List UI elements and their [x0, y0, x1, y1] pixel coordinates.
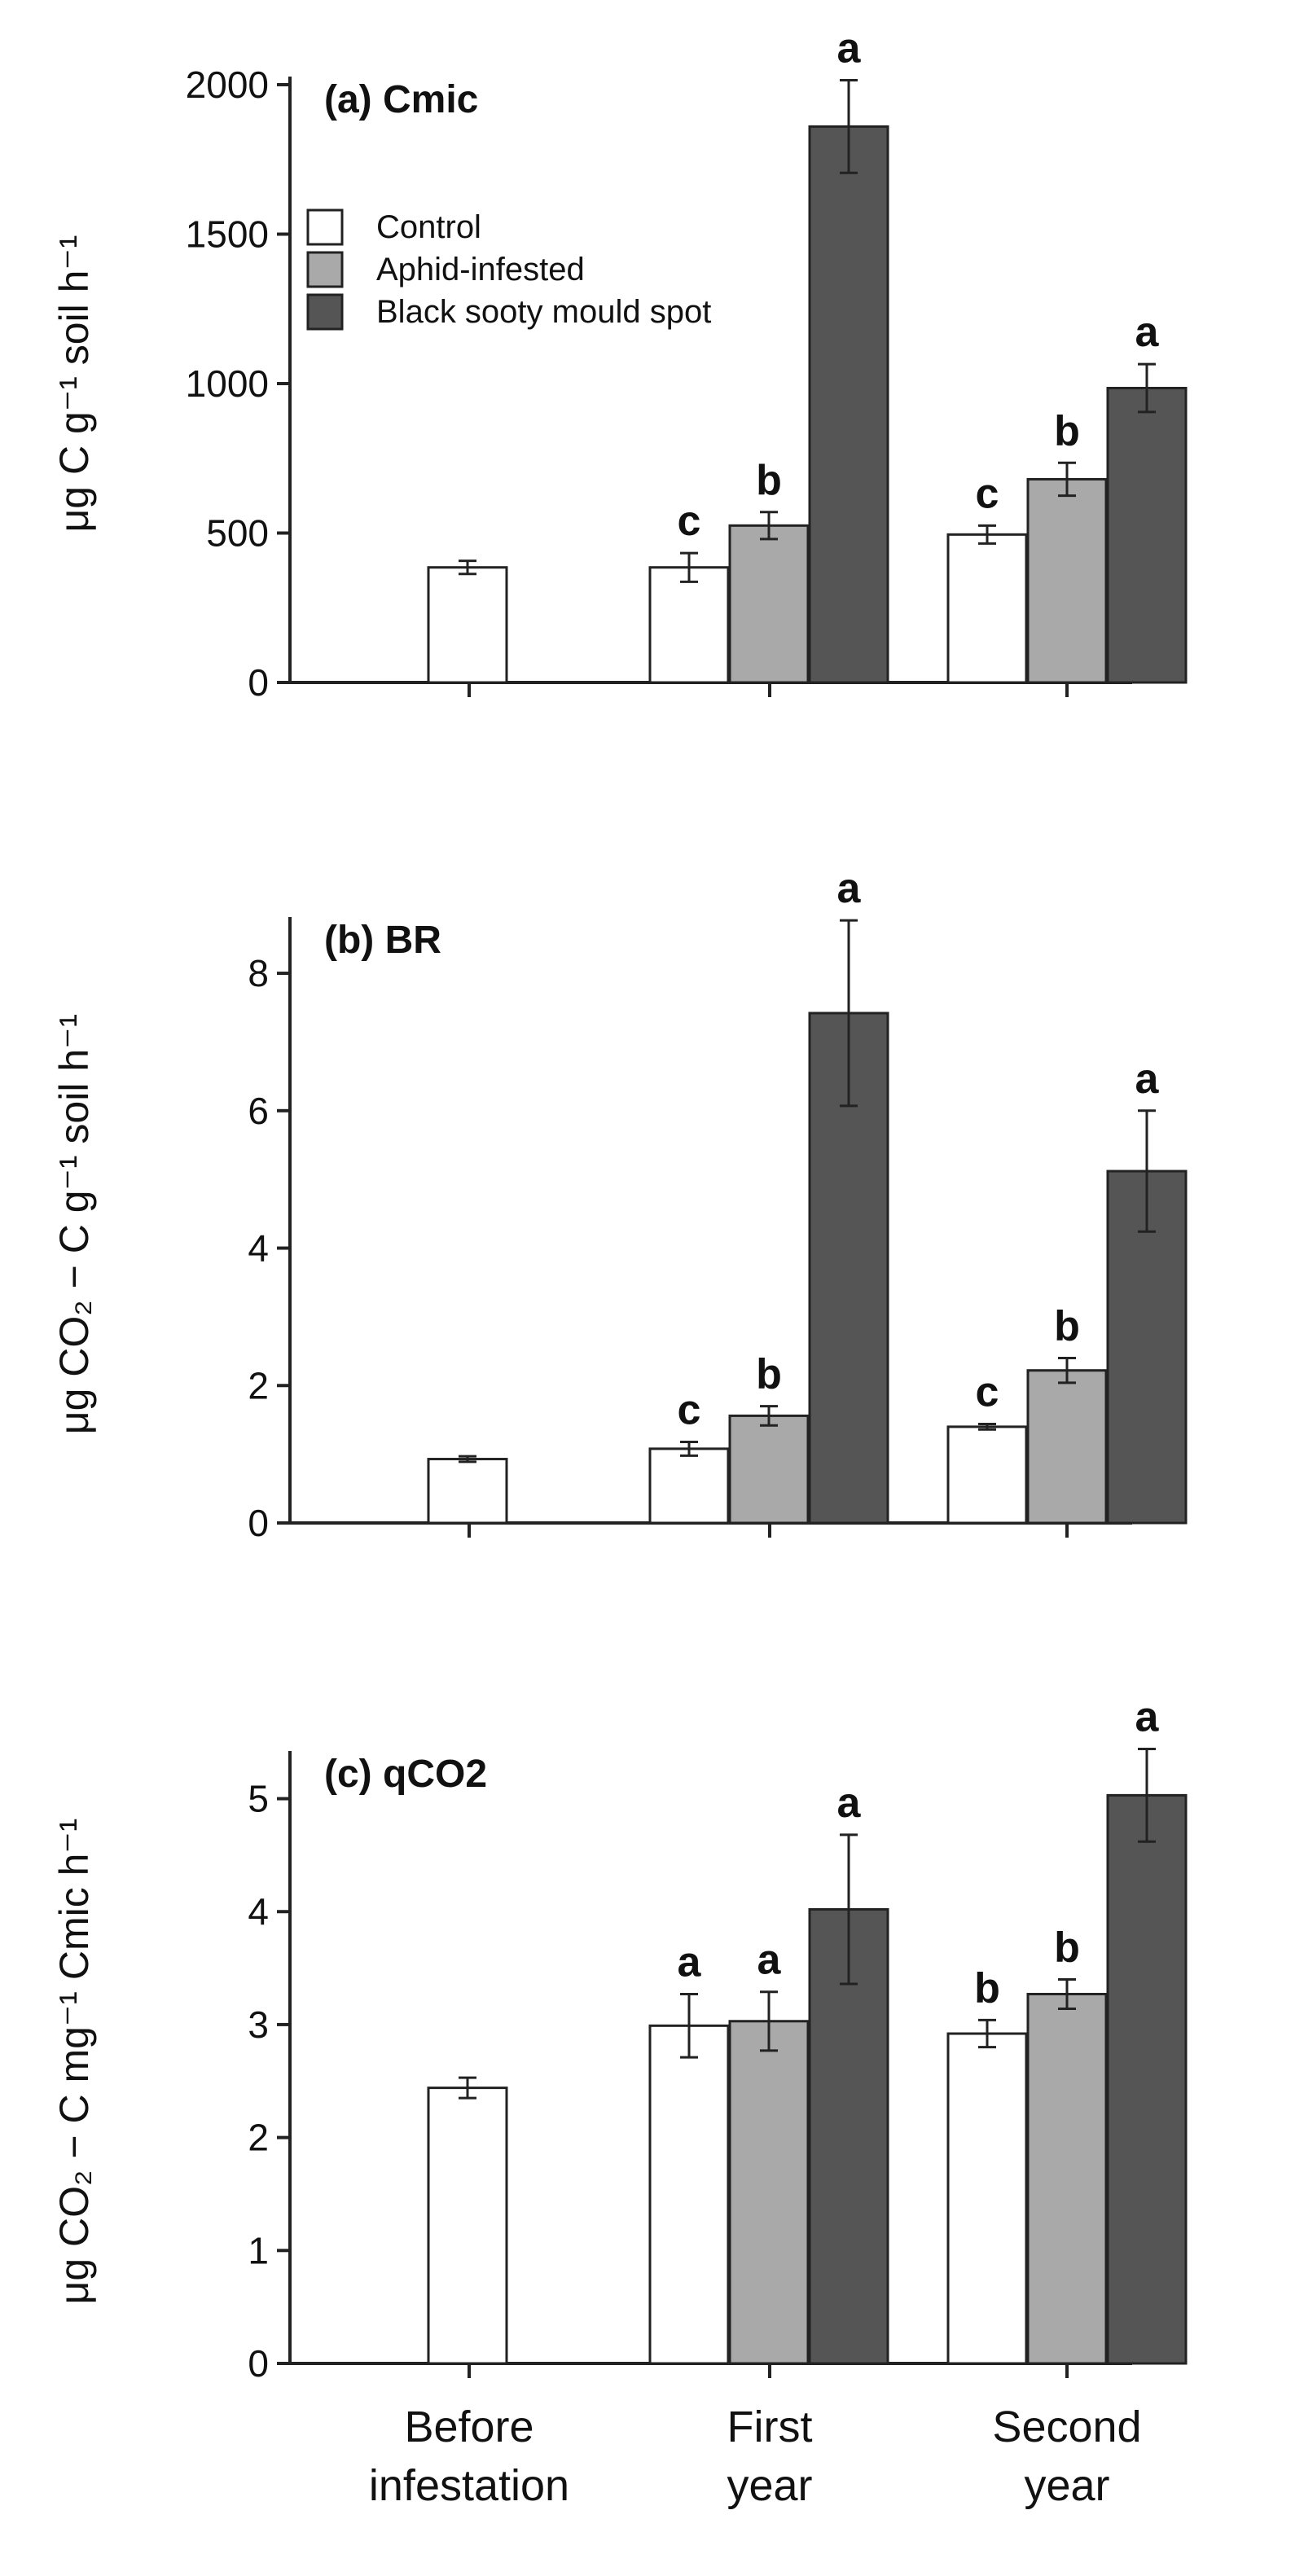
- y-tick-label: 0: [248, 661, 269, 704]
- bar: [728, 1414, 810, 1525]
- y-tick-label: 1: [248, 2229, 269, 2271]
- bar: [1106, 387, 1188, 684]
- y-tick-label: 5: [248, 1778, 269, 1820]
- bar: [728, 2020, 810, 2365]
- bar: [648, 566, 730, 684]
- significance-letter: a: [837, 865, 862, 912]
- significance-letter: a: [678, 1938, 702, 1986]
- significance-letter: a: [1135, 309, 1160, 356]
- y-tick-label: 500: [206, 512, 269, 555]
- significance-letter: a: [1135, 1055, 1160, 1103]
- significance-letter: c: [976, 1369, 999, 1416]
- panel-3: 0 1 2 3 4 5 a a a b b a (c) qCO2 μg CO₂ − C mg⁻¹ Cmic…: [51, 1694, 1188, 2385]
- y-tick-label: 4: [248, 1890, 269, 1933]
- bar: [946, 533, 1028, 684]
- bar: [427, 566, 508, 684]
- significance-letter: c: [976, 470, 999, 517]
- bar: [728, 524, 810, 684]
- x-category-label: Before: [404, 2403, 533, 2451]
- significance-letter: b: [1054, 1924, 1080, 1971]
- bar: [946, 1425, 1028, 1525]
- significance-letter: b: [974, 1964, 1000, 2012]
- legend-label: Control: [376, 209, 481, 245]
- y-tick-label: 1000: [186, 362, 269, 405]
- legend: Control Aphid-infested Black sooty mould s…: [306, 208, 711, 331]
- significance-letter: a: [837, 1780, 862, 1827]
- significance-letter: b: [756, 457, 782, 504]
- bar: [1026, 1992, 1108, 2365]
- y-tick-label: 0: [248, 2342, 269, 2385]
- x-category-label: infestation: [369, 2461, 569, 2510]
- x-category-label: First: [727, 2403, 813, 2451]
- panel-title: (c) qCO2: [324, 1753, 487, 1796]
- legend-swatch: [306, 208, 344, 246]
- panel-2: 0 2 4 6 8 c b a c b a (b) BR μg CO₂ − C g⁻¹ soil h⁻¹: [51, 865, 1188, 1544]
- x-category-label: year: [727, 2461, 812, 2510]
- y-tick-label: 3: [248, 2003, 269, 2046]
- bar: [1026, 477, 1108, 684]
- bar: [648, 1447, 730, 1525]
- bar: [427, 2087, 508, 2365]
- significance-letter: c: [678, 1386, 701, 1433]
- bar: [648, 2024, 730, 2365]
- significance-letter: b: [756, 1351, 782, 1398]
- bar: [946, 2032, 1028, 2365]
- significance-letter: b: [1054, 407, 1080, 454]
- y-tick-label: 2000: [186, 64, 269, 106]
- legend-label: Aphid-infested: [376, 252, 585, 287]
- y-tick-label: 8: [248, 952, 269, 994]
- y-tick-label: 1500: [186, 213, 269, 256]
- y-axis-label: μg CO₂ − C g⁻¹ soil h⁻¹: [51, 1014, 97, 1434]
- y-axis-label: μg C g⁻¹ soil h⁻¹: [51, 235, 97, 532]
- y-tick-label: 4: [248, 1227, 269, 1270]
- y-tick-label: 6: [248, 1090, 269, 1132]
- panel-1: 0 500 1000 1500 2000 c b a c b a (a) Cmic μg C g⁻¹ s…: [51, 24, 1188, 704]
- bar: [1106, 1793, 1188, 2365]
- panel-title: (a) Cmic: [324, 78, 478, 121]
- x-category-label: Second: [992, 2403, 1141, 2451]
- bar: [1026, 1369, 1108, 1525]
- legend-label: Black sooty mould spot: [376, 294, 711, 330]
- legend-swatch: [306, 251, 344, 288]
- significance-letter: a: [1135, 1694, 1160, 1741]
- y-tick-label: 2: [248, 2117, 269, 2159]
- y-tick-label: 0: [248, 1502, 269, 1544]
- y-axis-label: μg CO₂ − C mg⁻¹ Cmic h⁻¹: [51, 1819, 97, 2305]
- significance-letter: b: [1054, 1303, 1080, 1350]
- bar: [808, 125, 889, 684]
- significance-letter: c: [678, 498, 701, 545]
- significance-letter: a: [757, 1937, 782, 1984]
- panel-title: (b) BR: [324, 919, 441, 962]
- bar: [427, 1458, 508, 1525]
- significance-letter: a: [837, 24, 862, 72]
- legend-swatch: [306, 293, 344, 331]
- x-category-label: year: [1024, 2461, 1109, 2510]
- y-tick-label: 2: [248, 1364, 269, 1406]
